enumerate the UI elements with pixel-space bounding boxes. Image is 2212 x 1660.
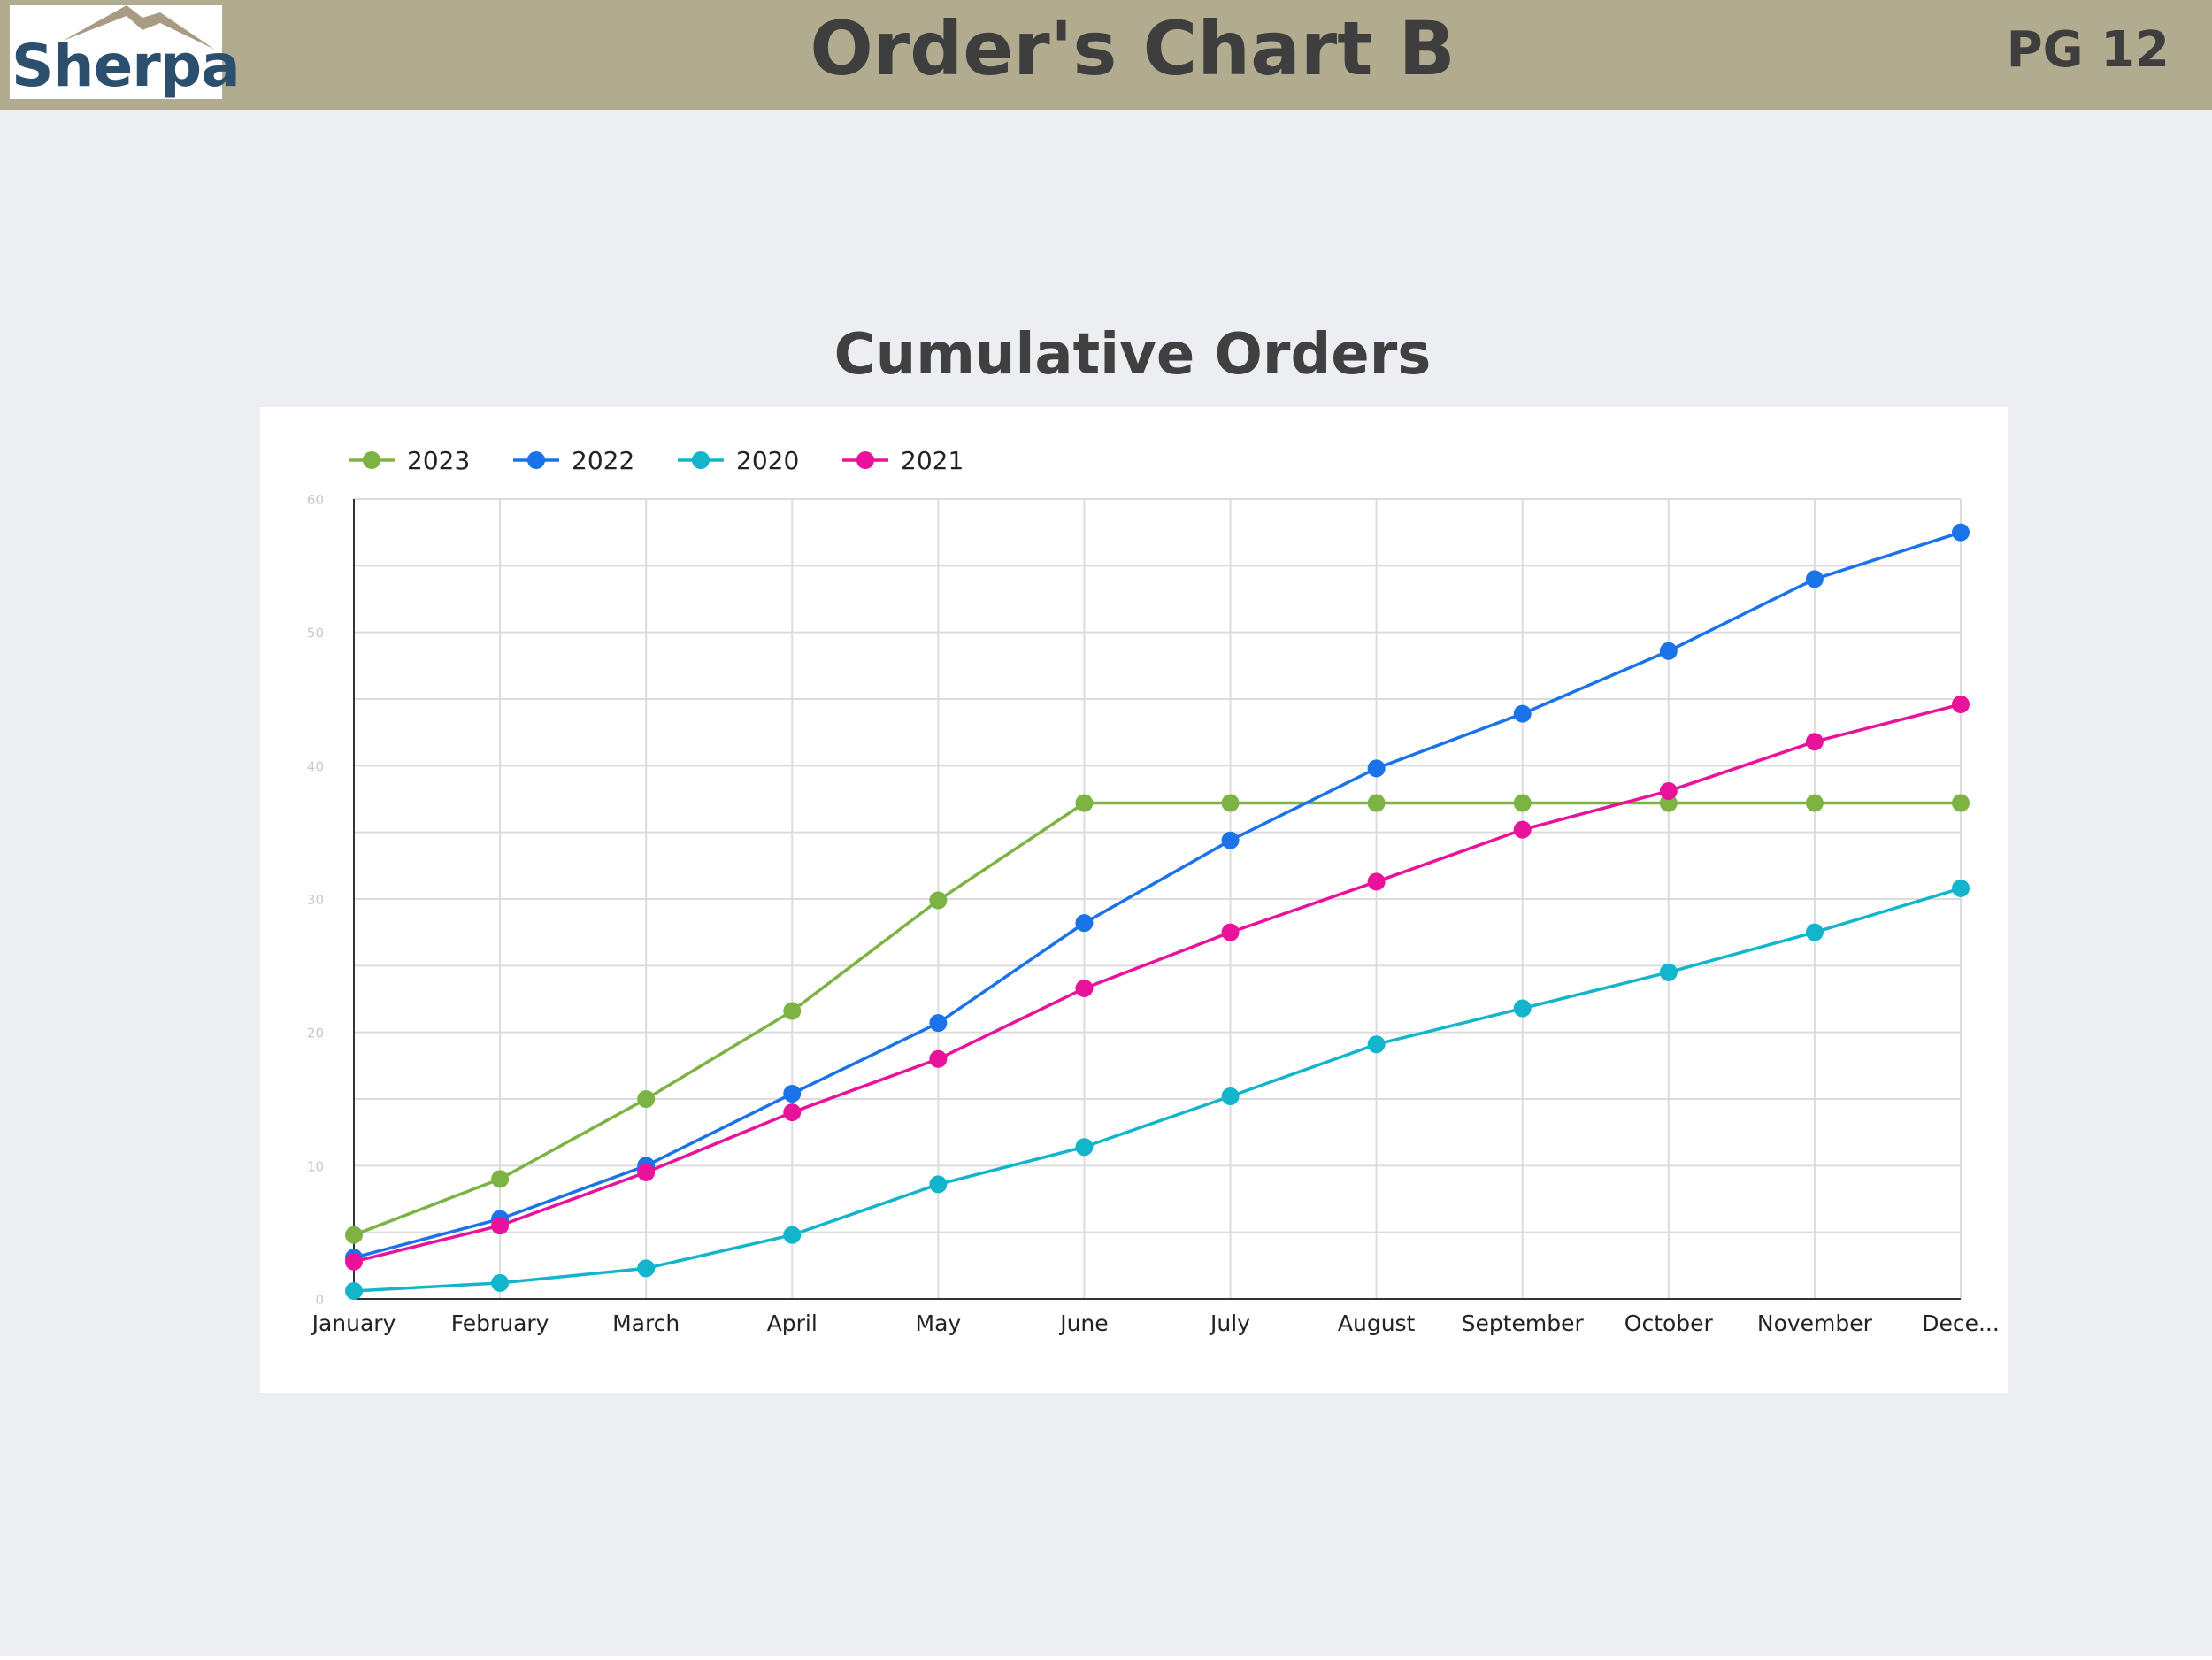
- data-point-2021: [491, 1217, 510, 1235]
- x-tick-label: May: [916, 1310, 962, 1336]
- data-point-2022: [783, 1084, 802, 1103]
- data-point-2023: [1513, 794, 1532, 812]
- y-tick-label: 30: [307, 892, 324, 908]
- x-tick-label: August: [1338, 1310, 1416, 1336]
- data-point-2021: [1075, 979, 1094, 997]
- data-point-2022: [1659, 642, 1678, 660]
- x-tick-label: July: [1209, 1310, 1250, 1336]
- data-point-2020: [783, 1226, 802, 1244]
- y-tick-label: 40: [307, 758, 324, 774]
- x-tick-label: September: [1462, 1310, 1585, 1336]
- page-header: Sherpa Order's Chart B PG 12: [0, 0, 2212, 110]
- y-tick-label: 10: [307, 1158, 324, 1174]
- x-tick-label: Dece...: [1922, 1310, 2000, 1336]
- x-tick-label: February: [451, 1310, 549, 1336]
- x-tick-label: April: [767, 1310, 818, 1336]
- y-tick-label: 50: [307, 626, 324, 642]
- data-point-2023: [1952, 794, 1970, 812]
- page-title: Order's Chart B: [810, 5, 1455, 92]
- data-point-2020: [1805, 923, 1824, 941]
- legend-label-2023: 2023: [407, 446, 470, 475]
- data-point-2020: [1952, 879, 1970, 897]
- data-point-2023: [491, 1170, 510, 1188]
- data-point-2020: [929, 1175, 948, 1194]
- y-tick-label: 60: [307, 492, 324, 508]
- data-point-2020: [1659, 963, 1678, 981]
- data-point-2022: [1513, 704, 1532, 723]
- data-point-2021: [1805, 733, 1824, 751]
- series-line-2023: [353, 801, 1961, 1237]
- data-point-2020: [637, 1259, 656, 1278]
- data-point-2023: [1075, 794, 1094, 812]
- x-tick-label: January: [311, 1310, 396, 1336]
- data-point-2020: [1221, 1087, 1240, 1105]
- data-point-2023: [1221, 794, 1240, 812]
- legend-marker-2022: [527, 451, 545, 469]
- data-point-2023: [929, 891, 948, 910]
- data-point-2022: [929, 1014, 948, 1033]
- legend-label-2022: 2022: [572, 446, 634, 475]
- x-tick-label: October: [1624, 1310, 1714, 1336]
- data-point-2021: [783, 1103, 802, 1122]
- data-point-2023: [1367, 794, 1386, 812]
- data-point-2022: [1367, 759, 1386, 778]
- bottom-bar: [0, 1656, 2212, 1660]
- page-number: PG 12: [2006, 21, 2170, 79]
- data-point-2020: [1513, 999, 1532, 1018]
- data-point-2021: [1659, 781, 1678, 800]
- data-point-2021: [929, 1049, 948, 1068]
- chart-card: 0 10 20 30 40 50 60 January February March April Ma…: [260, 407, 2008, 1393]
- data-point-2020: [491, 1273, 510, 1292]
- data-point-2020: [1075, 1138, 1094, 1157]
- data-point-2021: [637, 1163, 656, 1181]
- data-point-2021: [345, 1252, 363, 1271]
- sherpa-logo: Sherpa: [10, 5, 241, 100]
- legend-marker-2020: [692, 451, 710, 469]
- series-line-2021: [353, 703, 1962, 1264]
- data-point-2020: [345, 1281, 363, 1300]
- data-point-2023: [637, 1090, 656, 1108]
- series-line-2022: [353, 530, 1962, 1259]
- data-point-2020: [1367, 1035, 1386, 1054]
- data-point-2022: [1075, 914, 1094, 933]
- x-tick-label: March: [612, 1310, 680, 1336]
- data-point-2023: [783, 1002, 802, 1020]
- legend-marker-2023: [363, 451, 380, 469]
- legend-label-2021: 2021: [901, 446, 964, 475]
- data-point-2021: [1221, 923, 1240, 941]
- x-tick-label: November: [1757, 1310, 1873, 1336]
- x-tick-label: June: [1058, 1310, 1108, 1336]
- chart-title: Cumulative Orders: [833, 322, 1432, 388]
- y-tick-label: 0: [315, 1292, 324, 1308]
- legend-label-2020: 2020: [736, 446, 799, 475]
- line-chart: 0 10 20 30 40 50 60 January February March April Ma…: [307, 446, 2000, 1336]
- data-point-2023: [345, 1226, 363, 1244]
- legend-marker-2021: [856, 451, 874, 469]
- y-tick-label: 20: [307, 1026, 324, 1041]
- data-point-2022: [1952, 523, 1970, 542]
- logo-text: Sherpa: [12, 32, 241, 100]
- data-point-2023: [1805, 794, 1824, 812]
- data-point-2022: [1805, 570, 1824, 588]
- data-point-2021: [1367, 872, 1386, 891]
- series-line-2020: [353, 887, 1962, 1293]
- data-point-2021: [1513, 820, 1532, 839]
- data-point-2022: [1221, 831, 1240, 849]
- data-point-2021: [1952, 696, 1970, 714]
